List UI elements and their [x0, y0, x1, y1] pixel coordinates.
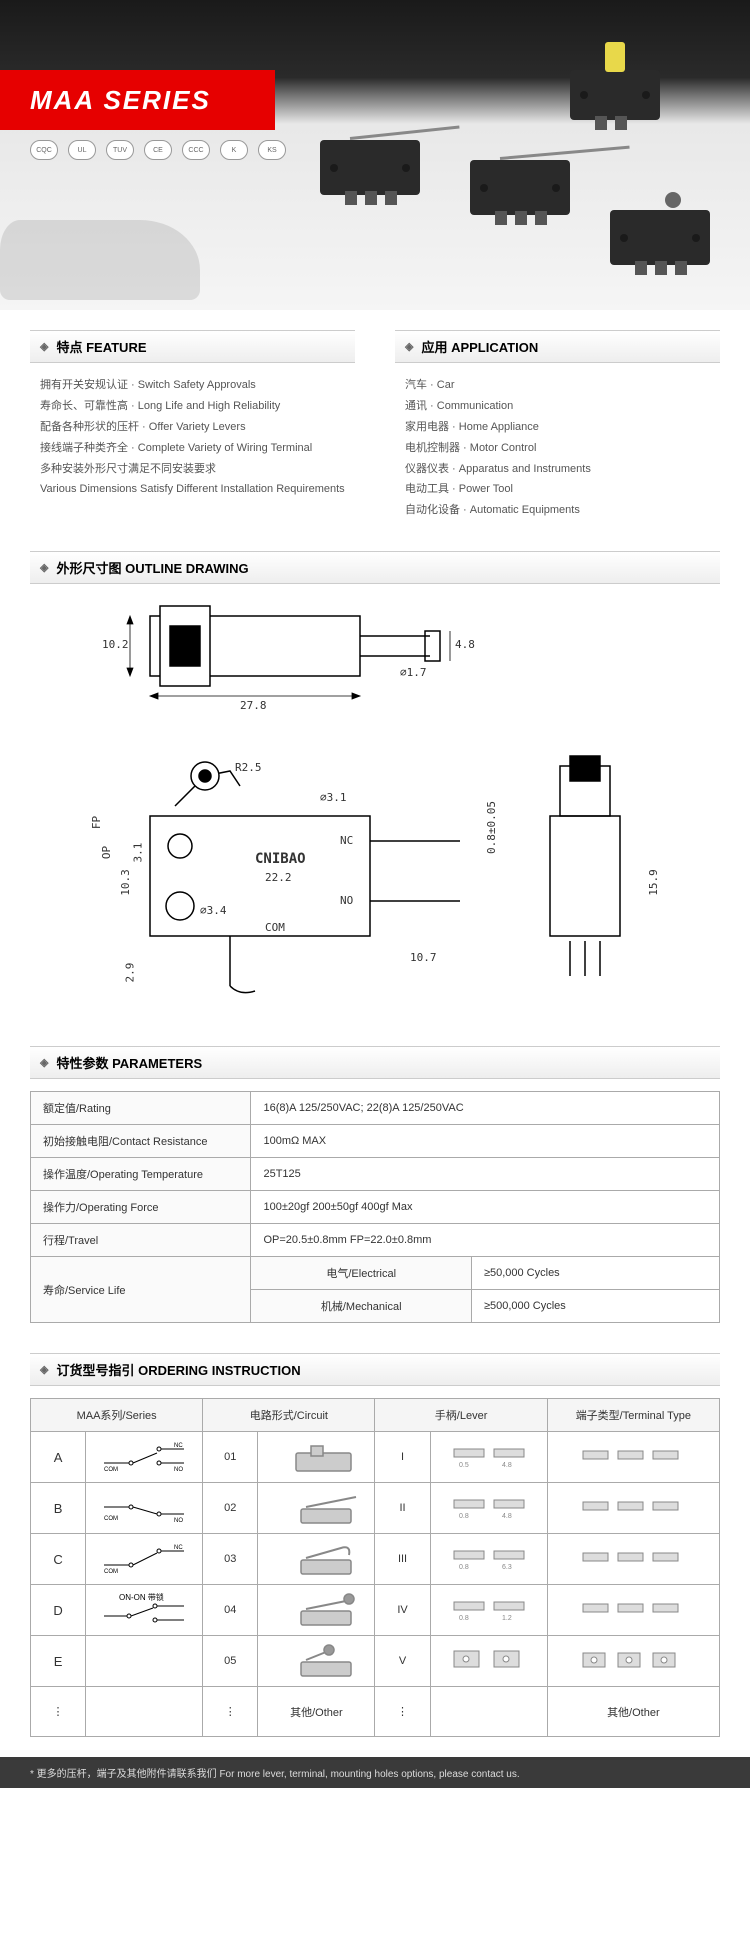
- product-photos: [320, 70, 720, 290]
- table-row: 额定值/Rating16(8)A 125/250VAC; 22(8)A 125/…: [31, 1092, 720, 1125]
- table-row: 寿命/Service Life电气/Electrical≥50,000 Cycl…: [31, 1257, 720, 1290]
- parameters-table: 额定值/Rating16(8)A 125/250VAC; 22(8)A 125/…: [30, 1091, 720, 1323]
- list-item: 通讯 · Communication: [405, 396, 720, 417]
- list-item: 拥有开关安规认证 · Switch Safety Approvals: [40, 375, 355, 396]
- cert-badge: TUV: [106, 140, 134, 160]
- svg-text:COM: COM: [104, 1569, 118, 1573]
- list-item: 接线端子种类齐全 · Complete Variety of Wiring Te…: [40, 438, 355, 459]
- parameters-heading: 特性参数 PARAMETERS: [30, 1046, 720, 1079]
- outline-heading: 外形尺寸图 OUTLINE DRAWING: [30, 551, 720, 584]
- svg-text:1.2: 1.2: [502, 1615, 512, 1622]
- dim-label: ⌀3.4: [200, 904, 227, 917]
- order-header: 手柄/Lever: [375, 1399, 547, 1432]
- dim-label: 4.8: [455, 638, 475, 651]
- dim-label: 10.7: [410, 951, 437, 964]
- dim-label: 0.8±0.05: [485, 801, 498, 854]
- list-item: Various Dimensions Satisfy Different Ins…: [40, 479, 355, 500]
- feature-list: 拥有开关安规认证 · Switch Safety Approvals 寿命长、可…: [30, 375, 355, 500]
- svg-text:NO: NO: [174, 1467, 183, 1471]
- list-item: 仪器仪表 · Apparatus and Instruments: [405, 459, 720, 480]
- svg-text:NO: NO: [174, 1518, 183, 1522]
- list-item: 电机控制器 · Motor Control: [405, 438, 720, 459]
- svg-text:ON-ON 带锁: ON-ON 带锁: [119, 1592, 164, 1602]
- svg-text:0.8: 0.8: [459, 1564, 469, 1571]
- table-row: E 05 V: [31, 1636, 720, 1687]
- car-silhouette: [0, 200, 200, 310]
- dim-label: 2.9: [123, 963, 136, 983]
- cert-badge: CE: [144, 140, 172, 160]
- svg-text:4.8: 4.8: [502, 1513, 512, 1520]
- dim-label: 10.2: [102, 638, 129, 651]
- table-row: 行程/TravelOP=20.5±0.8mm FP=22.0±0.8mm: [31, 1224, 720, 1257]
- cert-badge: KS: [258, 140, 286, 160]
- ordering-heading: 订货型号指引 ORDERING INSTRUCTION: [30, 1353, 720, 1386]
- dim-label: 10.3: [119, 869, 132, 896]
- table-row: D ON-ON 带锁 04 IV 0.81.2: [31, 1585, 720, 1636]
- cert-badge: UL: [68, 140, 96, 160]
- list-item: 自动化设备 · Automatic Equipments: [405, 500, 720, 521]
- table-row: 操作力/Operating Force100±20gf 200±50gf 400…: [31, 1191, 720, 1224]
- list-item: 寿命长、可靠性高 · Long Life and High Reliabilit…: [40, 396, 355, 417]
- dim-label: 15.9: [647, 869, 660, 896]
- cert-badge: CQC: [30, 140, 58, 160]
- application-heading: 应用 APPLICATION: [395, 330, 720, 363]
- list-item: 家用电器 · Home Appliance: [405, 417, 720, 438]
- table-row: C COMNC 03 III 0.86.3: [31, 1534, 720, 1585]
- svg-text:NC: NC: [174, 1545, 183, 1551]
- svg-text:0.8: 0.8: [459, 1615, 469, 1622]
- dim-label: COM: [265, 921, 285, 934]
- dim-label: ⌀1.7: [400, 666, 427, 679]
- list-item: 电动工具 · Power Tool: [405, 479, 720, 500]
- cert-badge: CCC: [182, 140, 210, 160]
- table-row: ⋮ ⋮ 其他/Other ⋮ 其他/Other: [31, 1687, 720, 1737]
- list-item: 汽车 · Car: [405, 375, 720, 396]
- svg-text:0.5: 0.5: [459, 1462, 469, 1469]
- title-band: MAA SERIES: [0, 70, 275, 130]
- hero-banner: MAA SERIES CQC UL TUV CE CCC K KS: [0, 0, 750, 310]
- footer-note: * 更多的压杆，端子及其他附件请联系我们 For more lever, ter…: [0, 1757, 750, 1788]
- dim-label: FP: [90, 816, 103, 829]
- table-row: B COMNO 02 II 0.84.8: [31, 1483, 720, 1534]
- feature-heading: 特点 FEATURE: [30, 330, 355, 363]
- list-item: 配备各种形状的压杆 · Offer Variety Levers: [40, 417, 355, 438]
- dim-label: NO: [340, 894, 353, 907]
- svg-text:COM: COM: [104, 1467, 118, 1471]
- svg-text:4.8: 4.8: [502, 1462, 512, 1469]
- feature-app-row: 特点 FEATURE 拥有开关安规认证 · Switch Safety Appr…: [0, 310, 750, 541]
- svg-text:COM: COM: [104, 1516, 118, 1522]
- dim-label: NC: [340, 834, 353, 847]
- brand-label: CNIBAO: [255, 851, 306, 867]
- list-item: 多种安装外形尺寸满足不同安装要求: [40, 459, 355, 480]
- application-list: 汽车 · Car 通讯 · Communication 家用电器 · Home …: [395, 375, 720, 521]
- series-title: MAA SERIES: [30, 85, 211, 116]
- cert-row: CQC UL TUV CE CCC K KS: [30, 140, 286, 160]
- table-row: A COMNCNO 01 I 0.54.8: [31, 1432, 720, 1483]
- dim-label: 27.8: [240, 699, 267, 712]
- ordering-table: MAA系列/Series 电路形式/Circuit 手柄/Lever 端子类型/…: [30, 1398, 720, 1737]
- svg-text:6.3: 6.3: [502, 1564, 512, 1571]
- outline-drawing: 10.2 27.8 4.8 ⌀1.7 R2.5 ⌀3.1 CNIBAO 22.2…: [30, 596, 720, 1016]
- dim-label: 22.2: [265, 871, 292, 884]
- order-header: 电路形式/Circuit: [203, 1399, 375, 1432]
- svg-text:0.8: 0.8: [459, 1513, 469, 1520]
- order-header: 端子类型/Terminal Type: [547, 1399, 719, 1432]
- dim-label: OP: [100, 846, 113, 859]
- table-row: 初始接触电阻/Contact Resistance100mΩ MAX: [31, 1125, 720, 1158]
- dim-label: 3.1: [131, 843, 144, 863]
- table-row: 操作温度/Operating Temperature25T125: [31, 1158, 720, 1191]
- dim-label: R2.5: [235, 761, 262, 774]
- svg-text:NC: NC: [174, 1443, 183, 1449]
- dim-label: ⌀3.1: [320, 791, 347, 804]
- order-header: MAA系列/Series: [31, 1399, 203, 1432]
- cert-badge: K: [220, 140, 248, 160]
